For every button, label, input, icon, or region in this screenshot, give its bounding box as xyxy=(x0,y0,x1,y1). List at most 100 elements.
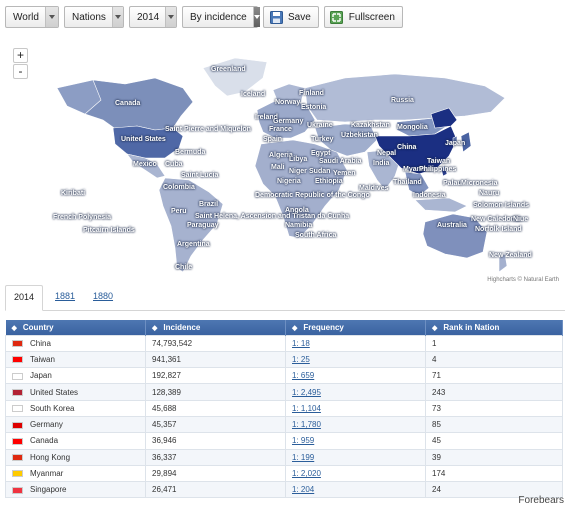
map-label-taiwan: Taiwan xyxy=(427,158,451,165)
table-row: China 74,793,542 1: 18 1 xyxy=(5,334,563,352)
table-row: Japan 192,827 1: 659 71 xyxy=(5,367,563,385)
column-header-country[interactable]: ◆ Country xyxy=(5,320,146,335)
map-label-philippines: Philippines xyxy=(419,166,457,173)
zoom-out-button[interactable]: - xyxy=(13,64,28,79)
year-select[interactable]: 2014 xyxy=(129,6,177,28)
flag-icon xyxy=(12,486,23,494)
map-label-southafrica: South Africa xyxy=(295,232,337,239)
map-label-namibia: Namibia xyxy=(285,222,313,229)
map-label-japan: Japan xyxy=(445,140,466,147)
map-label-finland: Finland xyxy=(299,90,324,97)
frequency-link[interactable]: 1: 204 xyxy=(292,485,315,495)
map-label-iceland: Iceland xyxy=(241,91,266,98)
map-label-kazakhstan: Kazakhstan xyxy=(351,122,390,129)
flag-icon xyxy=(12,470,23,478)
frequency-link[interactable]: 1: 2,020 xyxy=(292,469,321,479)
column-header-frequency[interactable]: ◆ Frequency xyxy=(285,320,426,335)
table-row: Taiwan 941,361 1: 25 4 xyxy=(5,350,563,369)
frequency-link[interactable]: 1: 1,780 xyxy=(292,420,321,430)
region-select[interactable]: World xyxy=(5,6,59,28)
map-label-niger: Niger xyxy=(289,168,307,175)
cell-rank: 45 xyxy=(425,432,563,450)
column-header-incidence[interactable]: ◆ Incidence xyxy=(145,320,286,335)
cell-country: China xyxy=(5,334,146,352)
frequency-link[interactable]: 1: 2,495 xyxy=(292,387,321,397)
cell-incidence: 29,894 xyxy=(145,464,286,483)
frequency-link[interactable]: 1: 1,104 xyxy=(292,403,321,413)
chevron-down-icon xyxy=(44,7,58,27)
frequency-link[interactable]: 1: 199 xyxy=(292,452,315,462)
map-label-canada: Canada xyxy=(115,100,141,107)
table-row: Germany 45,357 1: 1,780 85 xyxy=(5,415,563,434)
flag-icon xyxy=(12,388,23,396)
zoom-in-button[interactable]: + xyxy=(13,48,28,63)
map-label-paraguay: Paraguay xyxy=(187,222,219,229)
map-label-russia: Russia xyxy=(391,97,414,104)
map-credit[interactable]: Highcharts © Natural Earth xyxy=(487,277,559,283)
tab-2014[interactable]: 2014 xyxy=(5,285,43,311)
tab-1880[interactable]: 1880 xyxy=(93,291,114,301)
map-label-angola: Angola xyxy=(285,207,309,214)
cell-incidence: 128,389 xyxy=(145,383,286,401)
tab-1881[interactable]: 1881 xyxy=(55,291,76,301)
level-select[interactable]: Nations xyxy=(64,6,124,28)
frequency-link[interactable]: 1: 18 xyxy=(292,338,310,348)
cell-incidence: 941,361 xyxy=(145,350,286,369)
sort-icon: ◆ xyxy=(11,324,17,332)
map-label-mali: Mali xyxy=(271,164,285,171)
map-label-palau: Palau xyxy=(443,180,462,187)
cell-country: United States xyxy=(5,383,146,401)
fullscreen-button[interactable]: Fullscreen xyxy=(323,6,403,28)
map-label-saintlucia: Saint Lucia xyxy=(181,172,219,179)
map-label-kiribati: Kiribati xyxy=(61,190,86,197)
map-label-polynesia: French Polynesia xyxy=(53,214,111,221)
cell-incidence: 45,688 xyxy=(145,399,286,417)
save-button[interactable]: Save xyxy=(263,6,319,28)
sort-icon: ◆ xyxy=(432,324,438,332)
cell-rank: 243 xyxy=(425,383,563,401)
map-label-uzbekistan: Uzbekistan xyxy=(341,132,378,139)
chevron-down-icon xyxy=(252,7,260,27)
map-label-sudan: Sudan xyxy=(309,168,331,175)
table-header-row: ◆ Country ◆ Incidence ◆ Frequency ◆ Rank in … xyxy=(5,320,563,335)
frequency-link[interactable]: 1: 659 xyxy=(292,371,315,381)
map-label-bermuda: Bermuda xyxy=(175,149,206,156)
mode-select[interactable]: By incidence xyxy=(182,6,260,28)
map-label-peru: Peru xyxy=(171,208,187,215)
map-label-spm: Saint Pierre and Miquelon xyxy=(165,126,251,133)
flag-icon xyxy=(12,405,23,413)
map-label-nauru: Nauru xyxy=(479,190,500,197)
map-label-ireland: Ireland xyxy=(255,114,278,121)
frequency-link[interactable]: 1: 25 xyxy=(292,354,310,364)
map-label-nigeria: Nigeria xyxy=(277,178,301,185)
world-map[interactable]: + - Greenland Iceland Canada United Stat… xyxy=(5,40,565,285)
sort-icon: ◆ xyxy=(152,324,158,332)
frequency-link[interactable]: 1: 959 xyxy=(292,436,315,446)
flag-icon xyxy=(12,356,23,364)
map-label-myanmar: Myanmar xyxy=(403,166,434,173)
cell-frequency: 1: 2,020 xyxy=(285,464,426,483)
cell-rank: 71 xyxy=(425,367,563,385)
sort-icon: ◆ xyxy=(292,324,298,332)
cell-incidence: 74,793,542 xyxy=(145,334,286,352)
map-label-newzealand: New Zealand xyxy=(489,252,532,259)
cell-rank: 39 xyxy=(425,448,563,466)
map-label-argentina: Argentina xyxy=(177,241,210,248)
year-tabs: 2014 1881 1880 xyxy=(5,285,565,311)
cell-incidence: 192,827 xyxy=(145,367,286,385)
column-header-rank[interactable]: ◆ Rank in Nation xyxy=(425,320,563,335)
cell-frequency: 1: 2,495 xyxy=(285,383,426,401)
cell-frequency: 1: 204 xyxy=(285,481,426,499)
map-label-solomon: Solomon Islands xyxy=(473,202,530,209)
map-label-norway: Norway xyxy=(275,99,301,106)
level-select-value: Nations xyxy=(72,11,106,23)
cell-incidence: 26,471 xyxy=(145,481,286,499)
cell-rank: 4 xyxy=(425,350,563,369)
save-icon xyxy=(269,10,283,24)
flag-icon xyxy=(12,421,23,429)
incidence-table: ◆ Country ◆ Incidence ◆ Frequency ◆ Rank in … xyxy=(5,320,563,499)
table-row: United States 128,389 1: 2,495 243 xyxy=(5,383,563,401)
map-label-australia: Australia xyxy=(437,222,467,229)
flag-icon xyxy=(12,454,23,462)
map-label-thailand: Thailand xyxy=(393,179,422,186)
